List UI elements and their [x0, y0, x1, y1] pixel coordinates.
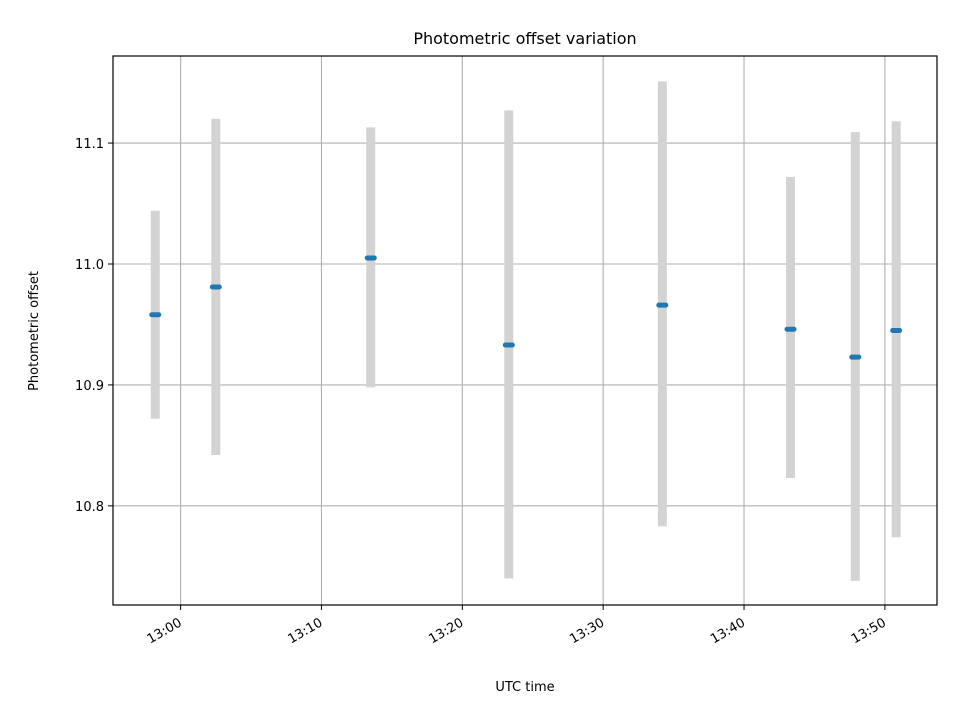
y-axis: 10.8 10.9 11.0 11.1 [75, 137, 113, 515]
y-axis-label: Photometric offset [27, 271, 42, 391]
data-points [149, 255, 903, 360]
y-tick-label: 10.8 [75, 500, 104, 515]
y-tick-label: 11.0 [75, 258, 104, 273]
y-tick-label: 10.9 [75, 379, 104, 394]
plot-frame [112, 55, 938, 606]
grid-lines [113, 56, 937, 605]
x-axis-label: UTC time [495, 680, 554, 695]
chart-title: Photometric offset variation [413, 29, 636, 48]
y-tick-label: 11.1 [75, 137, 104, 152]
